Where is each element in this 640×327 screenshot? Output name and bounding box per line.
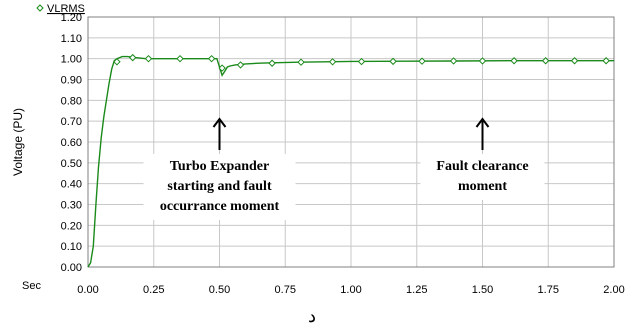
annotation-1: Turbo Expander starting and fault occurran… [143, 117, 296, 220]
x-tick-label: 1.00 [340, 284, 361, 296]
data-point-marker [449, 57, 458, 65]
annotation-text-line: starting and fault [167, 179, 272, 194]
series-line-vlrms [87, 55, 614, 268]
x-tick-label: 0.25 [143, 284, 164, 296]
arrowhead-icon [475, 117, 490, 128]
y-tick-label: 0.30 [61, 200, 82, 212]
data-point-marker [328, 58, 337, 66]
y-tick-label: 0.00 [61, 262, 82, 274]
x-tick-label: 1.50 [472, 284, 493, 296]
data-point-marker [478, 57, 487, 65]
annotation-text-line: occurrance moment [160, 199, 280, 214]
y-tick-label: 1.20 [61, 12, 82, 24]
data-point-marker [510, 57, 518, 65]
annotation-text-line: moment [458, 179, 507, 194]
figure-footer-label: د [308, 306, 316, 326]
data-point-marker [207, 54, 216, 63]
x-tick-label: 0.50 [209, 284, 230, 296]
data-point-marker [357, 57, 366, 66]
y-tick-label: 1.10 [61, 33, 82, 45]
plot-area-border [87, 16, 615, 268]
x-tick-label: 0.00 [77, 284, 98, 296]
annotations: Turbo Expander starting and fault occurran… [143, 117, 545, 220]
data-point-marker [602, 57, 610, 65]
legend-marker-icon [36, 4, 44, 12]
data-point-marker [176, 54, 184, 63]
y-tick-label: 1.00 [61, 54, 82, 66]
data-point-marker [236, 61, 245, 69]
data-point-marker [297, 58, 305, 66]
annotation-text-line: Turbo Expander [170, 159, 269, 174]
data-point-marker [218, 64, 226, 72]
annotation-text-line: Fault clearance [436, 159, 528, 174]
x-tick-label: 1.25 [406, 284, 427, 296]
x-tick-label: 2.00 [603, 284, 624, 296]
data-point-marker [129, 53, 137, 62]
chart-grid [87, 16, 615, 268]
x-tick-label: 0.75 [275, 284, 296, 296]
y-tick-label: 0.10 [61, 241, 82, 253]
y-tick-label: 0.70 [61, 116, 82, 128]
x-tick-label: 1.75 [538, 284, 559, 296]
x-tick-labels: 0.00 0.25 0.50 0.75 1.00 1.25 1.50 1.75 2.00 [77, 284, 624, 296]
y-tick-label: 0.20 [61, 220, 82, 232]
data-point-marker [268, 59, 276, 67]
y-tick-label: 0.40 [61, 179, 82, 191]
y-tick-label: 0.50 [61, 158, 82, 170]
arrowhead-icon [212, 117, 227, 128]
series-markers [113, 53, 610, 72]
annotation-background [143, 154, 296, 220]
y-tick-label: 0.60 [61, 137, 82, 149]
y-tick-labels: 0.00 0.10 0.20 0.30 0.40 0.50 0.60 0.70 0.80 0.90… [61, 12, 82, 274]
data-point-marker [418, 57, 426, 65]
series-lines [87, 55, 614, 268]
data-point-marker [570, 57, 579, 65]
y-axis-label: Voltage (PU) [11, 108, 25, 176]
data-point-marker [541, 57, 550, 65]
data-point-marker [389, 57, 397, 66]
legend: VLRMS [36, 3, 85, 15]
annotation-background [420, 154, 545, 200]
legend-entry: VLRMS [47, 3, 85, 15]
annotation-2: Fault clearance moment [420, 117, 545, 200]
data-point-marker [113, 58, 121, 66]
x-axis-label: Sec [22, 280, 41, 292]
y-tick-label: 0.80 [61, 95, 82, 107]
y-tick-label: 0.90 [61, 75, 82, 87]
data-point-marker [144, 54, 153, 63]
